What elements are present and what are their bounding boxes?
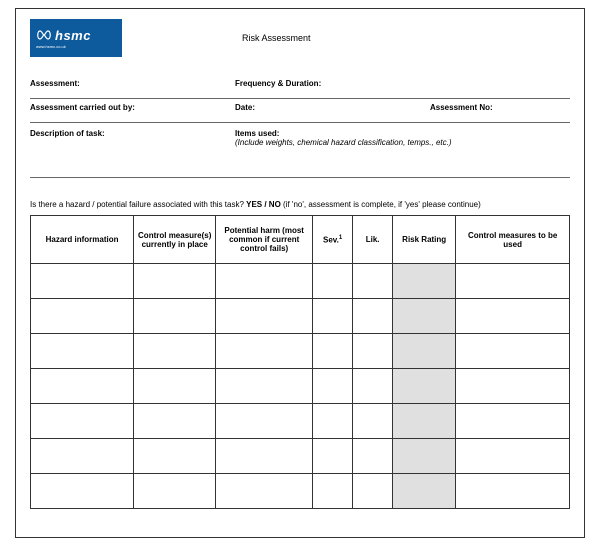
table-cell — [134, 404, 216, 439]
label-assessment: Assessment: — [30, 79, 235, 88]
table-cell — [313, 404, 353, 439]
label-carried-out: Assessment carried out by: — [30, 103, 235, 112]
logo-brand: hsmc — [55, 28, 91, 43]
hazard-question: Is there a hazard / potential failure as… — [30, 200, 570, 209]
header-row: hsmc www.hsmc.co.uk Risk Assessment — [30, 19, 570, 57]
table-row — [31, 369, 570, 404]
table-row — [31, 299, 570, 334]
col-lik: Lik. — [353, 216, 393, 264]
table-cell — [134, 334, 216, 369]
table-cell — [456, 264, 570, 299]
meta-row-2: Assessment carried out by: Date: Assessm… — [30, 99, 570, 123]
col-sev: Sev.1 — [313, 216, 353, 264]
question-hint: (if 'no', assessment is complete, if 'ye… — [281, 200, 481, 209]
table-cell — [31, 264, 134, 299]
page-container: hsmc www.hsmc.co.uk Risk Assessment Asse… — [15, 8, 585, 538]
table-cell — [456, 439, 570, 474]
table-cell — [353, 334, 393, 369]
table-cell — [393, 404, 456, 439]
table-cell — [216, 369, 313, 404]
table-cell — [353, 264, 393, 299]
table-cell — [393, 474, 456, 509]
table-row — [31, 404, 570, 439]
items-block: Items used: (Include weights, chemical h… — [235, 129, 570, 147]
table-cell — [31, 369, 134, 404]
col-measures: Control measures to be used — [456, 216, 570, 264]
table-cell — [456, 299, 570, 334]
table-cell — [134, 264, 216, 299]
table-cell — [393, 334, 456, 369]
table-cell — [393, 264, 456, 299]
logo-top: hsmc — [36, 28, 122, 43]
table-row — [31, 334, 570, 369]
table-cell — [134, 299, 216, 334]
table-cell — [216, 264, 313, 299]
table-cell — [393, 369, 456, 404]
table-cell — [216, 404, 313, 439]
table-cell — [353, 474, 393, 509]
logo-tagline: www.hsmc.co.uk — [36, 44, 122, 49]
col-harm: Potential harm (most common if current c… — [216, 216, 313, 264]
table-cell — [313, 439, 353, 474]
col-hazard: Hazard information — [31, 216, 134, 264]
label-date: Date: — [235, 103, 430, 112]
page-title: Risk Assessment — [242, 33, 311, 43]
table-cell — [456, 334, 570, 369]
table-cell — [134, 369, 216, 404]
risk-table: Hazard information Control measure(s) cu… — [30, 215, 570, 509]
col-sev-sup: 1 — [339, 235, 342, 241]
table-cell — [313, 369, 353, 404]
meta-row-1: Assessment: Frequency & Duration: — [30, 75, 570, 99]
label-items-used: Items used: — [235, 129, 279, 138]
col-control: Control measure(s) currently in place — [134, 216, 216, 264]
table-cell — [393, 439, 456, 474]
table-cell — [216, 439, 313, 474]
table-cell — [313, 474, 353, 509]
table-row — [31, 264, 570, 299]
table-cell — [313, 334, 353, 369]
desc-row: Description of task: Items used: (Includ… — [30, 123, 570, 178]
table-cell — [313, 264, 353, 299]
table-cell — [216, 299, 313, 334]
table-cell — [31, 334, 134, 369]
table-header-row: Hazard information Control measure(s) cu… — [31, 216, 570, 264]
table-cell — [353, 439, 393, 474]
table-cell — [134, 439, 216, 474]
table-cell — [134, 474, 216, 509]
items-note: (Include weights, chemical hazard classi… — [235, 138, 452, 147]
table-cell — [31, 474, 134, 509]
table-cell — [216, 474, 313, 509]
table-cell — [353, 299, 393, 334]
table-cell — [353, 404, 393, 439]
label-frequency: Frequency & Duration: — [235, 79, 430, 88]
table-cell — [456, 474, 570, 509]
table-cell — [313, 299, 353, 334]
table-row — [31, 439, 570, 474]
table-cell — [353, 369, 393, 404]
meta-spacer-1 — [430, 79, 570, 88]
question-text: Is there a hazard / potential failure as… — [30, 200, 246, 209]
infinity-icon — [36, 30, 52, 40]
table-row — [31, 474, 570, 509]
table-cell — [456, 369, 570, 404]
table-cell — [31, 299, 134, 334]
table-cell — [31, 439, 134, 474]
table-cell — [216, 334, 313, 369]
col-risk: Risk Rating — [393, 216, 456, 264]
label-assessment-no: Assessment No: — [430, 103, 570, 112]
logo: hsmc www.hsmc.co.uk — [30, 19, 122, 57]
meta-block: Assessment: Frequency & Duration: Assess… — [30, 75, 570, 178]
table-cell — [31, 404, 134, 439]
label-desc-task: Description of task: — [30, 129, 235, 147]
table-body — [31, 264, 570, 509]
table-cell — [456, 404, 570, 439]
col-sev-text: Sev. — [323, 235, 339, 244]
question-yesno: YES / NO — [246, 200, 281, 209]
table-cell — [393, 299, 456, 334]
